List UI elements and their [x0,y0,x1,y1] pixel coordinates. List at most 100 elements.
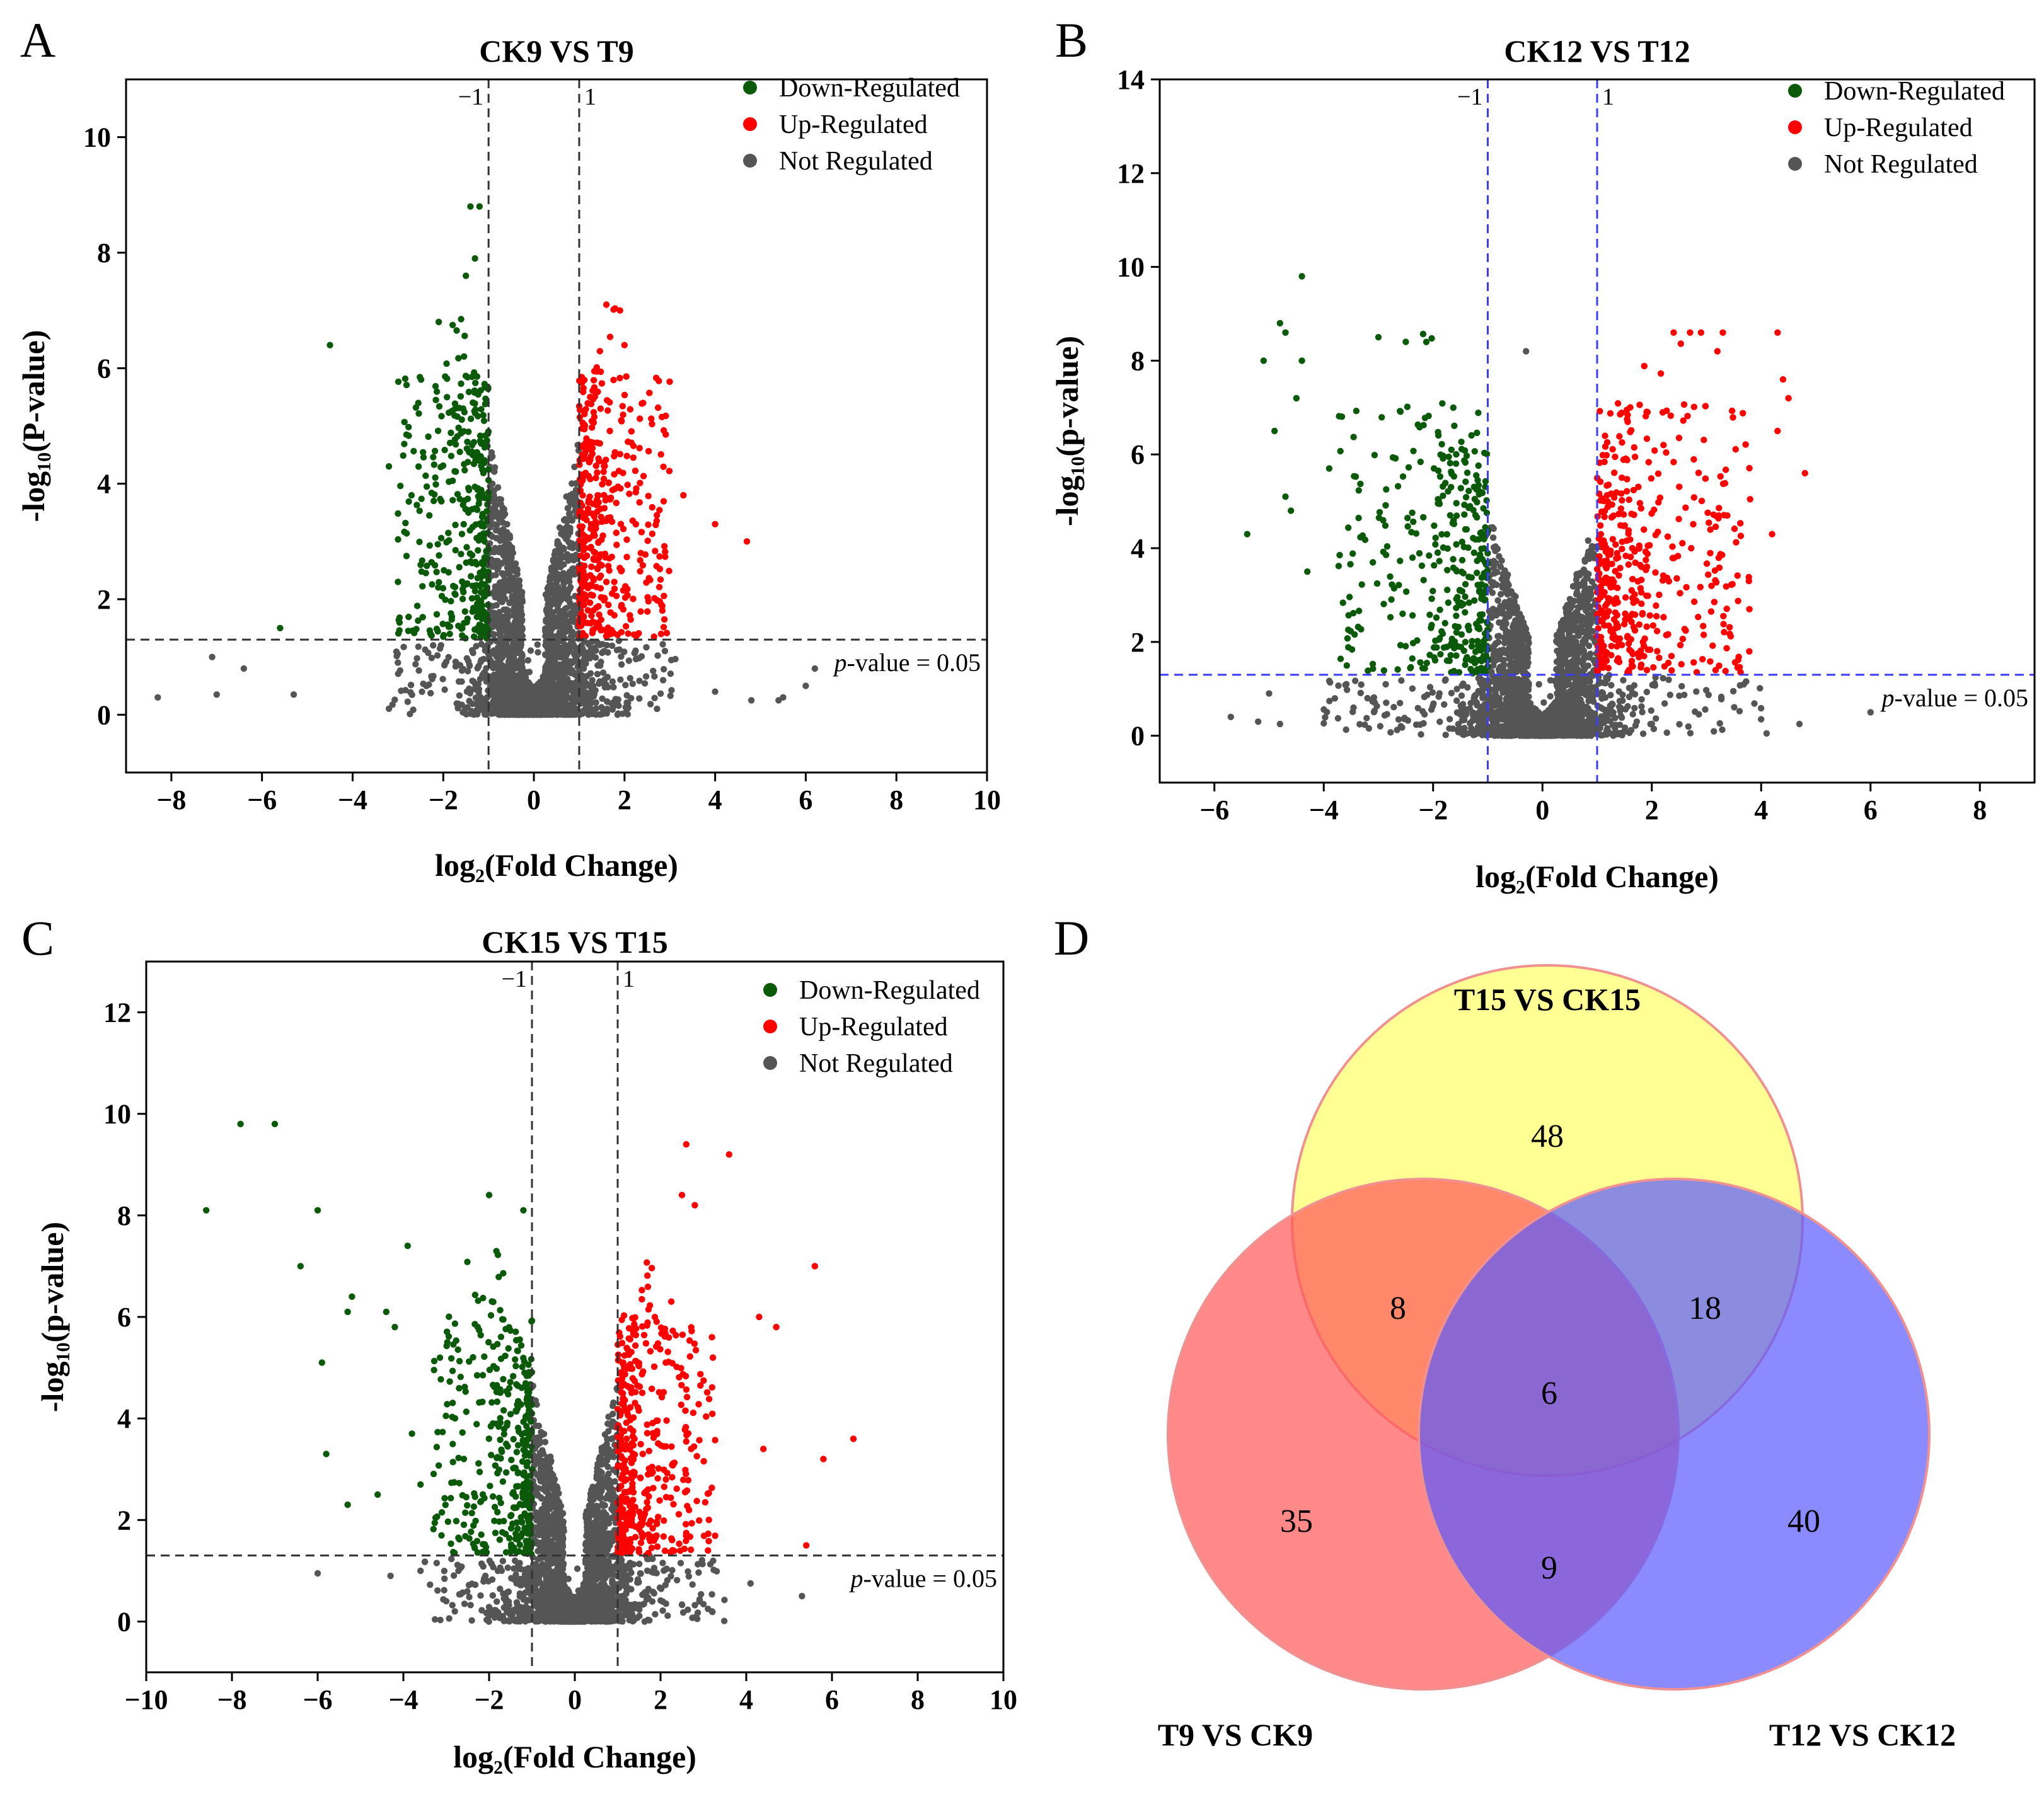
not-regulated-point [555,593,562,600]
not-regulated-point [660,665,667,673]
down-regulated-point [441,447,448,454]
down-regulated-point [402,519,409,527]
not-regulated-point [425,649,432,657]
not-regulated-point [1442,732,1449,738]
p-value-annotation: p-value = 0.05 [833,648,981,677]
up-regulated-point [584,552,591,560]
not-regulated-point [555,563,562,570]
up-regulated-point [663,629,671,636]
down-regulated-point [423,483,430,490]
up-regulated-point [656,553,663,560]
not-regulated-point [209,653,216,660]
up-regulated-point [621,391,628,399]
y-tick-label: 2 [97,584,111,615]
down-regulated-point [475,500,482,507]
up-regulated-point [582,406,589,413]
not-regulated-point [560,580,567,587]
down-regulated-point [456,449,463,456]
up-regulated-point [577,487,584,494]
not-regulated-point [492,583,499,590]
not-regulated-point [562,696,569,703]
down-regulated-point [385,463,393,470]
down-regulated-point [456,405,463,411]
down-regulated-point [401,418,408,425]
up-regulated-point [619,403,626,410]
y-tick-label: 10 [83,122,111,153]
not-regulated-point [563,657,570,664]
up-regulated-point [656,598,664,605]
not-regulated-point [596,641,603,648]
down-regulated-point [434,541,441,548]
up-regulated-point [596,440,603,447]
not-regulated-point [667,670,674,677]
not-regulated-point [650,667,657,675]
not-regulated-point [427,689,434,697]
up-regulated-point [647,577,654,583]
down-regulated-point [401,375,409,382]
down-regulated-point [1453,500,1460,507]
down-regulated-point [449,321,456,328]
down-regulated-point [458,531,466,537]
up-regulated-point [598,572,604,579]
down-regulated-point [447,597,454,605]
not-regulated-point [651,694,658,702]
not-regulated-point [488,673,496,681]
not-regulated-point [474,665,481,672]
not-regulated-point [475,681,482,687]
down-regulated-point [480,566,487,574]
down-regulated-point [451,468,458,475]
not-regulated-point [498,648,505,655]
down-regulated-point [433,388,441,395]
up-regulated-point [625,630,632,637]
up-regulated-point [611,585,618,592]
not-regulated-point [441,662,448,669]
y-axis-label: -log₁₀(P-value) [16,330,51,522]
up-regulated-point [582,544,589,551]
down-regulated-point [1461,457,1468,464]
not-regulated-point [557,548,565,556]
legend-entry: Up-Regulated [779,110,928,139]
not-regulated-point [547,573,554,580]
scatter-points [154,203,819,718]
not-regulated-point [415,667,422,674]
down-regulated-point [482,401,488,408]
not-regulated-point [500,578,507,585]
not-regulated-point [599,669,607,676]
down-regulated-point [431,447,439,454]
down-regulated-point [454,413,461,420]
down-regulated-point [400,452,407,459]
not-regulated-point [396,667,403,674]
down-regulated-point [403,381,410,389]
down-regulated-point [437,534,445,542]
not-regulated-point [617,676,624,683]
up-regulated-point [597,585,604,592]
down-regulated-point [462,505,469,513]
down-regulated-point [435,318,442,326]
down-regulated-point [411,629,418,636]
down-regulated-point [473,373,481,380]
up-regulated-point [596,457,603,465]
y-tick-label: 6 [97,353,111,384]
down-regulated-point [1474,570,1481,577]
up-regulated-point [620,469,626,476]
not-regulated-point [413,655,420,662]
up-regulated-point [611,612,618,619]
not-regulated-point [514,629,521,636]
legend-marker [743,117,757,131]
up-regulated-point [654,404,662,411]
up-regulated-point [649,531,656,537]
not-regulated-point [543,616,550,623]
down-regulated-point [413,602,421,609]
not-regulated-point [654,705,661,713]
up-regulated-point [624,592,631,599]
down-regulated-point [1438,531,1445,538]
up-regulated-point [621,342,628,348]
up-regulated-point [662,431,669,438]
up-regulated-point [638,529,645,536]
down-regulated-point [433,611,441,618]
down-regulated-point [443,539,450,546]
not-regulated-point [748,697,755,704]
down-regulated-point [430,461,437,468]
not-regulated-point [494,484,502,491]
not-regulated-point [498,699,505,706]
